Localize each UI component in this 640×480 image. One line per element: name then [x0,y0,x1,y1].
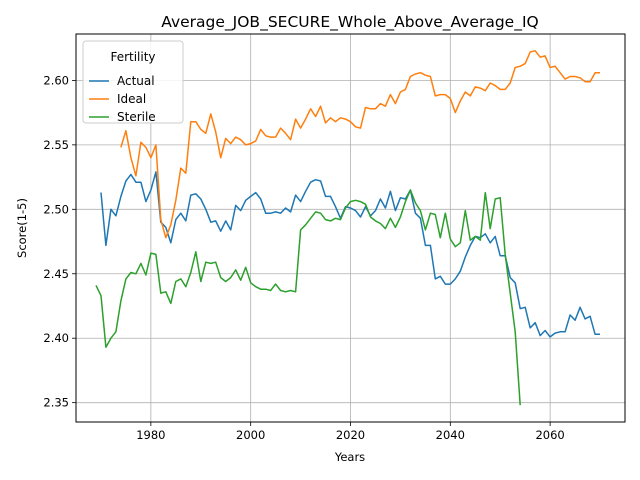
y-tick-label: 2.40 [43,331,69,345]
chart-title: Average_JOB_SECURE_Whole_Above_Average_I… [161,13,538,32]
y-tick: 2.60 [43,73,76,87]
y-tick: 2.40 [43,331,76,345]
y-tick-label: 2.50 [43,202,69,216]
y-tick-label: 2.45 [43,267,69,281]
series-line-sterile [95,189,521,406]
y-tick-label: 2.55 [43,138,69,152]
legend-title: Fertility [110,50,155,64]
legend-item-sterile: Sterile [89,110,156,124]
x-tick-label: 1980 [136,428,165,442]
y-axis-ticks: 2.35 2.40 2.45 2.50 2.55 2.60 [43,73,76,410]
legend-label-sterile: Sterile [117,110,156,124]
y-tick: 2.35 [43,396,76,410]
series-line-ideal [120,50,600,239]
x-tick-label: 2020 [336,428,365,442]
y-tick: 2.55 [43,138,76,152]
legend-items: Actual Ideal Sterile [89,74,156,124]
x-tick: 2060 [535,422,565,442]
x-tick: 1980 [136,422,166,442]
x-tick-label: 2060 [535,428,564,442]
legend-item-ideal: Ideal [89,92,146,106]
y-tick: 2.45 [43,267,76,281]
y-tick-label: 2.60 [43,73,69,87]
x-axis-label: Years [334,450,365,464]
series-line-actual [100,171,600,338]
legend-box [82,40,184,124]
x-tick-label: 2040 [436,428,465,442]
plot-lines [95,50,600,406]
x-tick: 2040 [436,422,465,442]
legend-item-actual: Actual [89,74,155,88]
x-axis-ticks: 1980 2000 2020 2040 2060 [136,422,565,442]
legend: Fertility Actual Ideal Sterile [82,40,184,124]
legend-label-ideal: Ideal [117,92,146,106]
x-tick: 2020 [336,422,365,442]
y-axis-label: Score(1-5) [15,198,29,258]
legend-label-actual: Actual [117,74,155,88]
y-tick: 2.50 [43,202,76,216]
x-tick-label: 2000 [236,428,265,442]
y-tick-label: 2.35 [43,396,69,410]
grid-lines [76,34,625,422]
x-tick: 2000 [236,422,265,442]
